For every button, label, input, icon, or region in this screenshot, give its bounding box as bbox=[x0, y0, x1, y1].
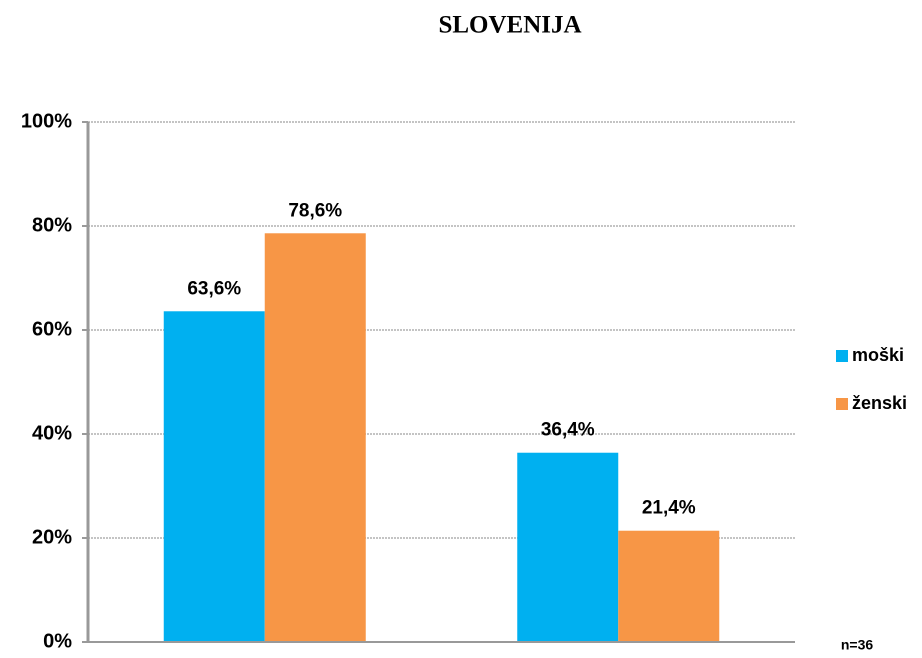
legend-label: moški bbox=[852, 345, 904, 365]
y-tick-label: 20% bbox=[32, 526, 72, 548]
bar bbox=[618, 530, 720, 642]
data-label: 36,4% bbox=[541, 420, 595, 441]
legend-label: ženski bbox=[852, 393, 907, 413]
y-tick-label: 80% bbox=[32, 214, 72, 236]
data-label: 21,4% bbox=[642, 498, 696, 519]
bar bbox=[163, 311, 265, 642]
y-tick-label: 0% bbox=[43, 630, 72, 652]
bar bbox=[264, 233, 366, 642]
annotation: n=36 bbox=[841, 637, 874, 653]
legend-swatch bbox=[836, 350, 848, 362]
data-label: 63,6% bbox=[187, 278, 241, 299]
y-tick-label: 60% bbox=[32, 318, 72, 340]
y-tick-label: 40% bbox=[32, 422, 72, 444]
chart-title: SLOVENIJA bbox=[438, 12, 581, 39]
data-label: 78,6% bbox=[288, 200, 342, 221]
bar bbox=[517, 452, 619, 642]
y-tick-label: 100% bbox=[21, 110, 72, 132]
legend-swatch bbox=[836, 398, 848, 410]
